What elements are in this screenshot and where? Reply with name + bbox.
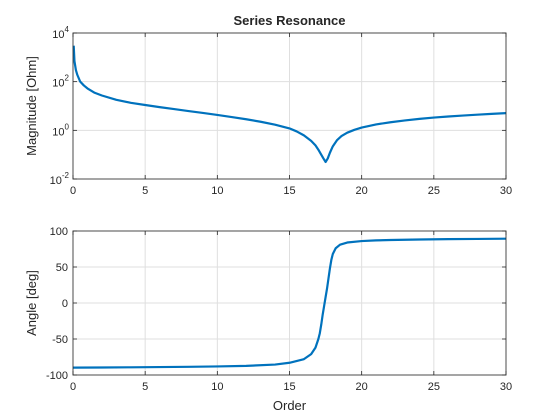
y-tick-label: 0 [62, 298, 68, 310]
magnitude-plot: 0 5 10 15 20 25 30 10-2 100 102 104 Magnitude [Ohm]… [24, 13, 512, 197]
x-tick-label: 5 [142, 381, 148, 393]
x-tick-label: 20 [356, 185, 368, 197]
x-tick-label: 5 [142, 185, 148, 197]
y-tick-label: 102 [52, 74, 69, 90]
y-tick-label: -100 [46, 370, 68, 382]
x-tick-label: 10 [211, 381, 223, 393]
y-tick-label: 100 [50, 226, 68, 238]
series-line [72, 45, 507, 164]
y-axis-label: Angle [deg] [24, 270, 39, 336]
y-tick-label: 50 [56, 262, 68, 274]
x-tick-label: 30 [500, 381, 512, 393]
x-tick-label: 25 [428, 381, 440, 393]
y-tick-label: 10-2 [50, 171, 70, 187]
x-tick-label: 10 [211, 185, 223, 197]
y-axis-label: Magnitude [Ohm] [24, 56, 39, 156]
series-line [72, 237, 507, 369]
x-tick-label: 30 [500, 185, 512, 197]
angle-plot: 0 5 10 15 20 25 30 -100 -50 0 50 100 Angle [deg] Orde… [24, 226, 512, 413]
x-tick-label: 15 [283, 381, 295, 393]
y-tick-label: 100 [52, 122, 69, 138]
y-tick-label: -50 [52, 334, 68, 346]
x-axis-label: Order [273, 398, 307, 413]
chart-title: Series Resonance [233, 13, 345, 28]
x-tick-label: 0 [70, 381, 76, 393]
y-tick-label: 104 [52, 25, 69, 41]
x-tick-label: 20 [356, 381, 368, 393]
x-tick-label: 0 [70, 185, 76, 197]
x-tick-label: 25 [428, 185, 440, 197]
x-tick-label: 15 [283, 185, 295, 197]
